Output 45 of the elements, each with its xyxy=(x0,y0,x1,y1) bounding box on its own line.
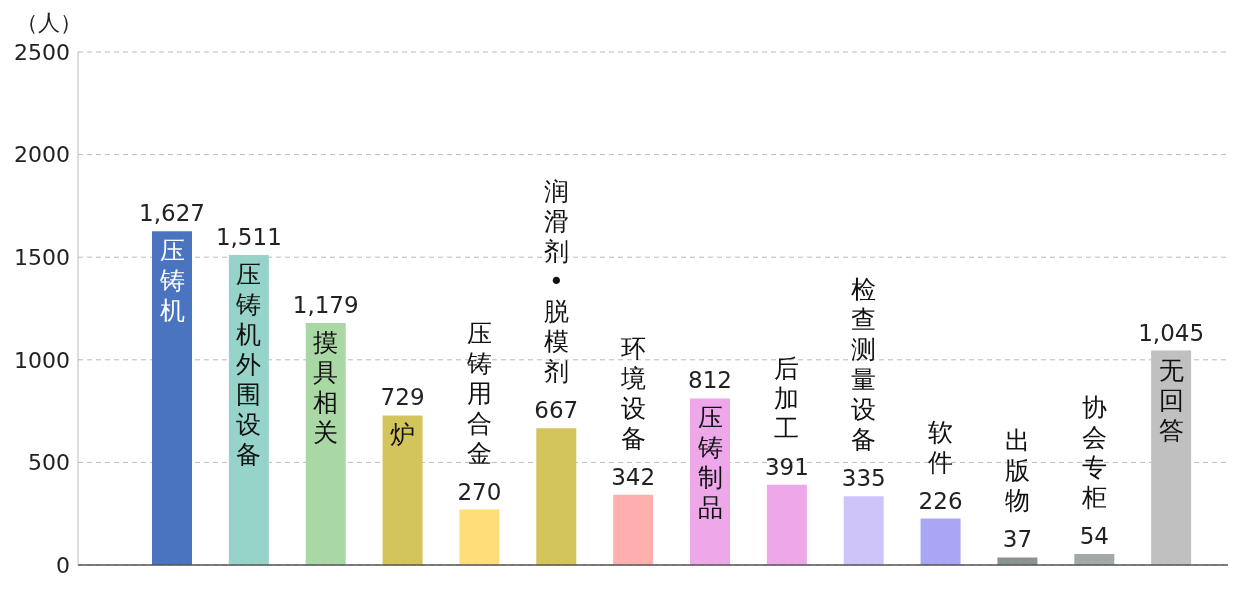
data-label: 667 xyxy=(534,397,579,424)
data-label: 37 xyxy=(1002,526,1033,553)
x-tick-label: 摸具相关 xyxy=(313,328,339,448)
data-label: 226 xyxy=(918,487,963,514)
y-tick-label: 2000 xyxy=(14,142,70,168)
data-label: 729 xyxy=(380,384,425,411)
x-tick-label: 检查测量设备 xyxy=(851,275,877,455)
data-label: 1,179 xyxy=(292,292,359,319)
bar xyxy=(613,494,654,565)
data-label: 270 xyxy=(457,478,502,505)
bar xyxy=(536,428,577,565)
data-label: 1,045 xyxy=(1138,319,1205,346)
x-tick-label: 压铸机 xyxy=(158,236,185,326)
x-tick-label: 环境设备 xyxy=(619,333,646,453)
bar xyxy=(382,415,423,565)
data-label: 391 xyxy=(764,453,809,480)
bar xyxy=(997,557,1038,565)
data-label: 342 xyxy=(611,463,656,490)
bar xyxy=(766,484,807,565)
x-tick-label: 出版物 xyxy=(1004,426,1030,516)
bar xyxy=(459,509,500,565)
data-label: 1,511 xyxy=(215,223,282,250)
data-label: 54 xyxy=(1079,522,1109,549)
y-tick-label: 1500 xyxy=(14,245,70,271)
y-tick-label: 0 xyxy=(56,552,70,578)
x-tick-label: 压铸制品 xyxy=(696,403,723,523)
y-tick-label: 500 xyxy=(28,450,70,476)
data-label: 1,627 xyxy=(139,200,205,227)
x-tick-label: 压铸用合金 xyxy=(465,318,492,468)
data-label: 812 xyxy=(688,367,732,394)
bar xyxy=(920,518,961,565)
y-tick-label: 1000 xyxy=(14,347,70,373)
x-tick-label: 炉 xyxy=(390,420,416,450)
y-tick-label: 2500 xyxy=(14,39,70,65)
bar xyxy=(843,496,884,565)
bar xyxy=(152,231,192,565)
x-tick-label: 压铸机外围设备 xyxy=(235,259,262,469)
x-tick-label: 无回答 xyxy=(1158,355,1184,445)
y-axis-title: （人） xyxy=(16,9,82,37)
x-tick-label: 协会专柜 xyxy=(1080,392,1107,512)
x-tick-label: 后加工 xyxy=(774,353,800,443)
bar xyxy=(1074,553,1115,565)
x-tick-label: 润滑剂•脱模剂 xyxy=(543,177,569,387)
data-label: 335 xyxy=(841,465,886,492)
x-tick-label: 软件 xyxy=(928,417,954,477)
